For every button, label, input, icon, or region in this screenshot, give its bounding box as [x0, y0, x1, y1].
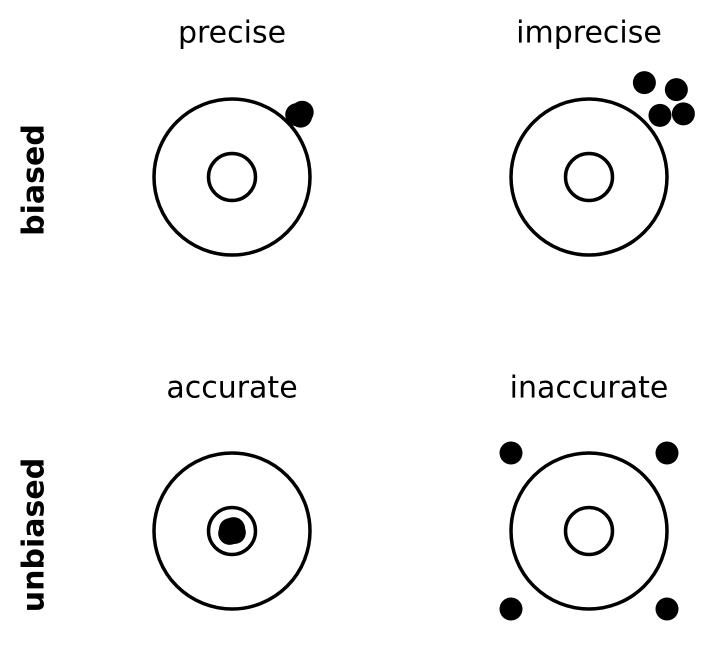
- shot-marker: [656, 442, 679, 465]
- panel-accurate: accurate: [154, 371, 310, 610]
- panel-title-precise: precise: [178, 16, 286, 51]
- target-bullseye-ring: [209, 154, 256, 201]
- panel-inaccurate: inaccurate: [500, 371, 679, 621]
- panel-imprecise: imprecise: [511, 16, 695, 256]
- panel-title-imprecise: imprecise: [516, 16, 662, 51]
- target-bullseye-ring: [566, 508, 613, 555]
- panel-title-accurate: accurate: [166, 371, 297, 406]
- row-label-biased: biased: [17, 124, 52, 236]
- shot-marker: [633, 71, 656, 94]
- row-label-unbiased: unbiased: [17, 458, 52, 612]
- shot-marker: [665, 78, 688, 101]
- shot-marker: [656, 598, 679, 621]
- target-outer-ring: [511, 99, 667, 255]
- shot-group-inaccurate: [500, 442, 679, 621]
- shot-marker: [648, 104, 671, 127]
- shot-marker: [222, 517, 245, 540]
- shot-marker: [291, 101, 314, 124]
- shot-group-accurate: [218, 517, 246, 545]
- shot-marker: [500, 598, 523, 621]
- shot-marker: [672, 102, 695, 125]
- target-outer-ring: [511, 453, 667, 609]
- panel-precise: precise: [154, 16, 314, 256]
- target-outer-ring: [154, 99, 310, 255]
- panel-title-inaccurate: inaccurate: [510, 371, 669, 406]
- shot-marker: [500, 442, 523, 465]
- target-bullseye-ring: [566, 154, 613, 201]
